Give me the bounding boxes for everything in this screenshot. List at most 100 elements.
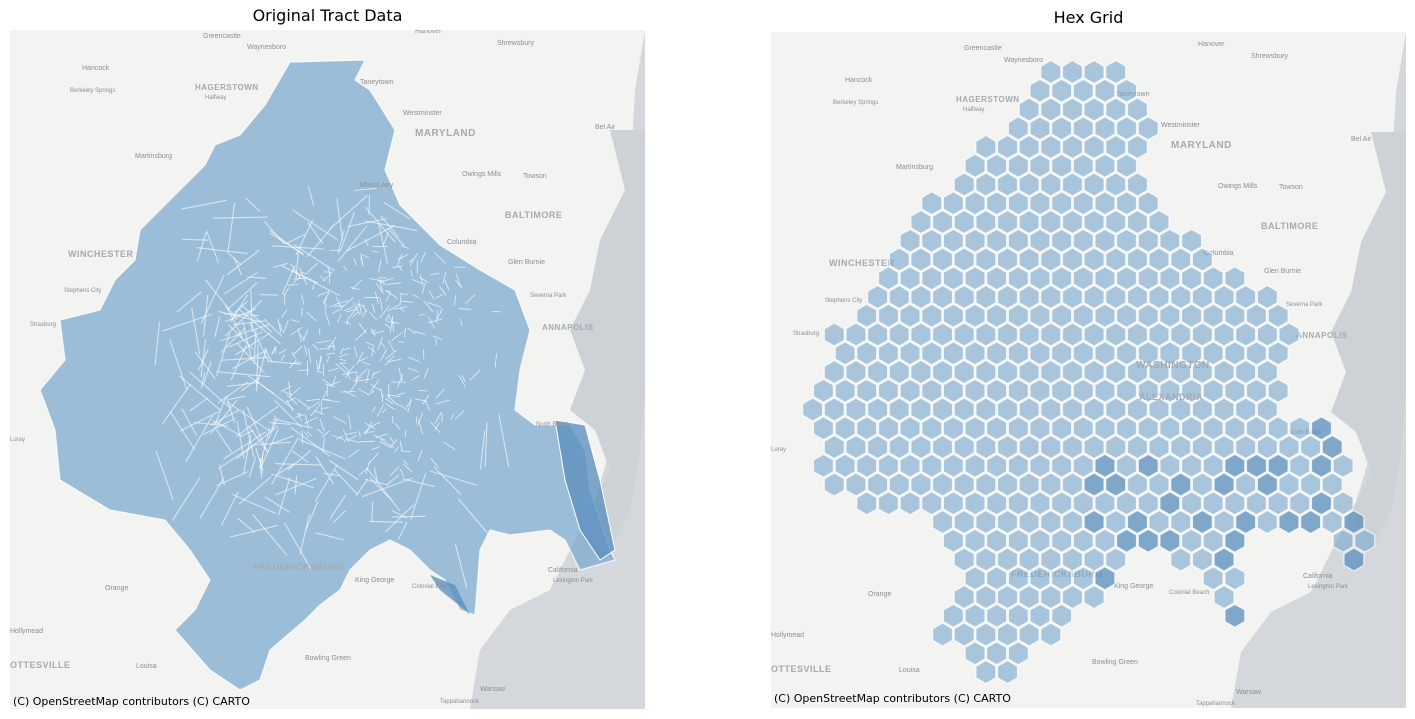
hex-cell bbox=[1267, 378, 1289, 403]
tract-boundary-line bbox=[322, 437, 325, 453]
tract-boundary-line bbox=[433, 466, 462, 495]
place-labels-left: Greencastle Waynesboro Hanover Shrewsbur… bbox=[10, 30, 616, 705]
hex-cell bbox=[1040, 172, 1062, 197]
tract-boundary-line bbox=[324, 399, 340, 403]
left-map-tract-data[interactable]: Greencastle Waynesboro Hanover Shrewsbur… bbox=[10, 30, 645, 709]
hex-cell bbox=[845, 322, 867, 347]
hex-cell bbox=[1289, 416, 1311, 441]
tract-boundary-line bbox=[200, 339, 207, 377]
svg-text:Tappahannock: Tappahannock bbox=[440, 699, 480, 705]
tract-boundary-line bbox=[380, 439, 395, 448]
tract-boundary-line bbox=[216, 332, 231, 377]
hex-cell bbox=[953, 397, 975, 422]
tract-boundary-line bbox=[226, 249, 260, 276]
hex-cell bbox=[1191, 284, 1213, 310]
hex-cell bbox=[1213, 359, 1235, 385]
tract-boundary-line bbox=[372, 303, 376, 313]
svg-text:Westminster: Westminster bbox=[1161, 122, 1200, 129]
hex-cell bbox=[1105, 359, 1127, 385]
hex-cell bbox=[975, 622, 997, 647]
svg-text:ALEXANDRIA: ALEXANDRIA bbox=[1139, 392, 1203, 402]
tract-boundary-line bbox=[384, 397, 394, 405]
hex-cell bbox=[1224, 303, 1246, 328]
tract-boundary-line bbox=[252, 514, 288, 556]
tract-boundary-line bbox=[326, 352, 335, 356]
tract-boundary-line bbox=[310, 404, 321, 417]
hex-cell bbox=[1094, 341, 1116, 366]
tract-boundary-line bbox=[362, 254, 370, 259]
hex-cell bbox=[964, 153, 986, 178]
hex-cell bbox=[1224, 603, 1246, 628]
hex-cell bbox=[899, 303, 921, 328]
tract-boundary-line bbox=[277, 318, 282, 333]
svg-text:Martinsburg: Martinsburg bbox=[135, 153, 172, 160]
tract-boundary-line bbox=[380, 388, 383, 398]
hex-cell bbox=[942, 266, 964, 291]
hex-cell bbox=[1148, 247, 1170, 272]
hex-cell bbox=[1170, 547, 1192, 572]
tract-boundary-line bbox=[239, 429, 255, 438]
hex-cell bbox=[1018, 434, 1040, 460]
tract-boundary-line bbox=[411, 375, 420, 381]
hex-cell bbox=[932, 247, 954, 272]
svg-text:Warsaw: Warsaw bbox=[480, 686, 506, 693]
svg-text:MARYLAND: MARYLAND bbox=[1171, 140, 1232, 151]
tract-boundary-line bbox=[403, 464, 413, 473]
tract-boundary-line bbox=[337, 313, 342, 323]
tract-boundary-line bbox=[191, 307, 201, 355]
tract-boundary-line bbox=[297, 328, 302, 342]
tract-boundary-line bbox=[326, 356, 330, 363]
tract-boundary-line bbox=[479, 430, 486, 470]
hex-cell bbox=[975, 584, 997, 610]
tract-boundary-line bbox=[384, 323, 392, 329]
tract-boundary-line bbox=[260, 427, 280, 467]
hex-cell bbox=[1072, 566, 1094, 591]
hex-cell bbox=[975, 397, 997, 422]
tract-boundary-line bbox=[464, 294, 476, 305]
hex-cell bbox=[888, 434, 910, 460]
hex-cell bbox=[823, 472, 845, 497]
hex-cell bbox=[1181, 378, 1203, 403]
tract-boundary-line bbox=[361, 477, 413, 498]
hex-cell bbox=[1007, 266, 1029, 291]
tract-boundary-line bbox=[205, 279, 238, 320]
hex-cell bbox=[986, 528, 1008, 553]
hex-cell bbox=[834, 453, 856, 478]
right-attribution: (C) OpenStreetMap contributors (C) CARTO bbox=[774, 692, 1011, 705]
hex-cell bbox=[1267, 491, 1289, 516]
tract-boundary-line bbox=[327, 266, 331, 276]
tract-boundary-line bbox=[176, 291, 202, 313]
hex-cell bbox=[1310, 453, 1333, 478]
tract-boundary-line bbox=[296, 398, 310, 409]
right-map-hex-grid[interactable]: Greencastle Waynesboro Hanover Shrewsbur… bbox=[771, 32, 1406, 708]
tract-boundary-line bbox=[461, 375, 466, 382]
tract-boundary-line bbox=[434, 252, 446, 264]
svg-text:Colonial Beach: Colonial Beach bbox=[412, 584, 452, 590]
hex-cell bbox=[996, 284, 1019, 310]
tract-boundary-line bbox=[410, 472, 427, 520]
tract-boundary-line bbox=[263, 318, 283, 337]
tract-boundary-line bbox=[321, 390, 327, 403]
tract-boundary-line bbox=[178, 375, 222, 411]
tract-boundary-line bbox=[221, 356, 269, 361]
hex-cell bbox=[856, 453, 878, 478]
hex-cell bbox=[953, 284, 975, 310]
hex-cell bbox=[1310, 491, 1333, 516]
svg-text:Waynesboro: Waynesboro bbox=[247, 44, 286, 51]
tract-boundary-line bbox=[179, 411, 219, 432]
hex-cell bbox=[812, 453, 835, 478]
hex-cell bbox=[1137, 303, 1159, 328]
hex-cell bbox=[1137, 191, 1159, 216]
hex-cell bbox=[1137, 491, 1159, 516]
hex-cell bbox=[1256, 434, 1278, 460]
svg-text:MARYLAND: MARYLAND bbox=[415, 128, 476, 139]
svg-text:Bowling Green: Bowling Green bbox=[1092, 659, 1138, 666]
hex-cell bbox=[1170, 322, 1192, 347]
hex-cell bbox=[1256, 359, 1278, 385]
hex-cell bbox=[996, 247, 1019, 272]
tract-boundary-line bbox=[356, 368, 368, 379]
hex-cell bbox=[1245, 378, 1267, 403]
hex-cell bbox=[1116, 453, 1138, 478]
hex-cell bbox=[834, 416, 856, 441]
tract-boundary-line bbox=[329, 460, 359, 480]
